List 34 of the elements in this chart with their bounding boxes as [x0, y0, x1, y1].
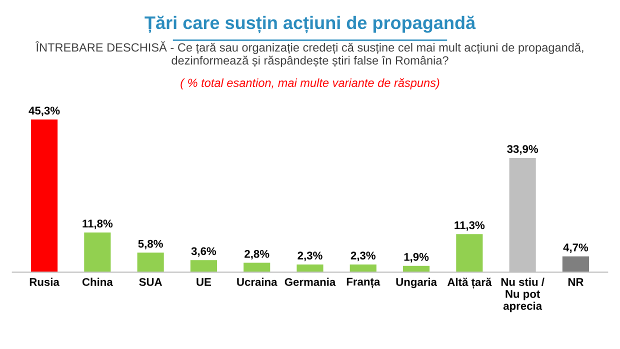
data-label: 11,8% [82, 220, 113, 230]
bar [190, 260, 217, 272]
bar [350, 264, 376, 272]
bar [296, 264, 324, 272]
data-label: 45,3% [28, 106, 60, 116]
data-label: 1,9% [404, 252, 429, 262]
x-tick-label: Nu stiu / Nu pot aprecia [501, 278, 544, 312]
x-tick-label: NR [568, 278, 584, 286]
x-tick-label: UE [196, 278, 211, 286]
bar [562, 256, 589, 272]
data-label: 4,7% [563, 244, 588, 254]
bar [31, 120, 58, 272]
data-label: 2,3% [298, 252, 322, 262]
x-tick-label: Rusia [30, 278, 60, 286]
data-label: 2,3% [350, 252, 376, 262]
data-label: 3,6% [191, 247, 216, 257]
chart-subtitle: ÎNTREBARE DESCHISĂ - Ce țară sau organizație credeți că susține cel mai mult acțiuni de propagandă, dezinformează și răspândește știri false în România? [35, 41, 584, 67]
data-label: 11,3% [454, 221, 485, 231]
chart-title: Țări care susțin acțiuni de propagandă [144, 16, 476, 34]
x-tick-label: Franța [346, 278, 380, 288]
x-tick-label: Germania [284, 278, 336, 286]
x-tick-label: Ungaria [396, 278, 438, 288]
bar [456, 234, 483, 272]
x-tick-label: Altă țară [447, 278, 492, 289]
data-label: 2,8% [244, 250, 270, 260]
data-label: 5,8% [138, 240, 163, 250]
x-tick-label: China [82, 278, 113, 286]
bar [244, 262, 270, 272]
text: ( % total esantion, mai multe variante de răspuns) [180, 78, 440, 90]
x-tick-label: SUA [139, 278, 162, 286]
x-tick-label: Ucraina [237, 278, 278, 286]
bar [84, 232, 111, 272]
data-label: 33,9% [507, 145, 538, 155]
bar [137, 252, 164, 272]
